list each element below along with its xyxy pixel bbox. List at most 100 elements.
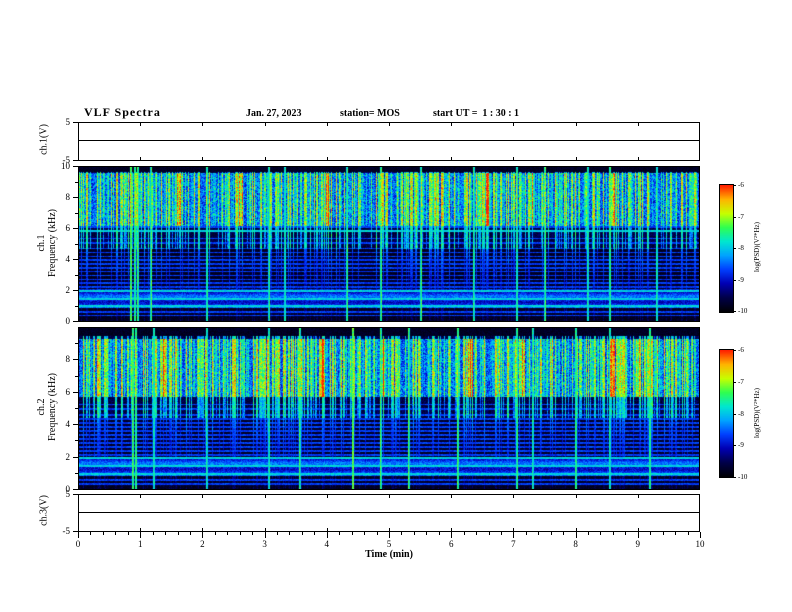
x-minor-tick-mark [239, 532, 241, 535]
colorbar-tick-mark [733, 445, 736, 447]
y-minor-tick-mark [75, 212, 78, 214]
x-inner-tick-mark [389, 495, 390, 498]
x-minor-tick-mark [301, 532, 303, 535]
x-tick-mark [513, 532, 515, 538]
x-inner-tick-mark [264, 495, 266, 498]
x-minor-tick-mark [426, 532, 428, 535]
y-tick-mark [73, 122, 78, 123]
x-tick-label: 5 [386, 539, 392, 549]
x-inner-tick-mark [389, 157, 390, 160]
y-tick-mark [73, 259, 78, 260]
ylabel-ch1-line2: Frequency (kHz) [47, 208, 58, 278]
x-inner-tick-mark [451, 528, 453, 531]
y-tick-label: 10 [61, 161, 70, 171]
y-minor-tick-mark [75, 408, 78, 409]
x-minor-tick-mark [563, 532, 565, 535]
x-tick-label: 9 [635, 539, 641, 549]
x-minor-tick-mark [165, 532, 167, 535]
ch1-spectrogram-canvas [79, 167, 699, 321]
x-inner-tick-mark [264, 157, 266, 160]
x-inner-tick-mark [637, 528, 639, 531]
y-tick-mark [73, 424, 78, 426]
colorbar-tick-mark [733, 311, 736, 312]
x-inner-tick-mark [513, 123, 515, 126]
x-minor-tick-mark [314, 532, 316, 535]
x-minor-tick-mark [401, 532, 403, 535]
colorbar-tick-mark [733, 185, 736, 186]
x-minor-tick-mark [588, 532, 590, 535]
colorbar-tick-label: -10 [738, 307, 748, 315]
y-tick-mark [73, 456, 78, 458]
y-tick-label: 6 [65, 386, 71, 397]
y-tick-label: 4 [65, 254, 71, 264]
y-minor-tick-mark [75, 305, 78, 307]
x-inner-tick-mark [637, 157, 639, 160]
x-minor-tick-mark [476, 532, 478, 535]
header-date: Jan. 27, 2023 [246, 108, 302, 119]
x-minor-tick-mark [115, 532, 117, 535]
y-tick-label: 0 [65, 316, 71, 326]
x-minor-tick-mark [550, 532, 552, 535]
x-minor-tick-mark [687, 532, 689, 535]
colorbar-tick-label: -10 [738, 473, 748, 481]
x-tick-mark [202, 532, 204, 538]
x-minor-tick-mark [90, 532, 92, 535]
y-tick-label: 5 [65, 117, 71, 127]
y-minor-tick-mark [75, 343, 78, 345]
x-minor-tick-mark [413, 532, 415, 535]
y-minor-tick-mark [75, 243, 78, 245]
y-tick-label: 6 [65, 223, 71, 233]
x-minor-tick-mark [351, 532, 353, 535]
x-tick-label: 4 [324, 539, 330, 549]
colorbar-tick-mark [733, 477, 736, 478]
y-tick-mark [73, 489, 78, 490]
colorbar-tick-label: -9 [738, 275, 744, 284]
x-minor-tick-mark [500, 532, 502, 535]
y-tick-mark [73, 359, 78, 361]
x-minor-tick-mark [102, 532, 104, 535]
ylabel-ch1-voltage-text: ch.1(V) [38, 124, 50, 155]
page-title: VLF Spectra [84, 105, 161, 119]
x-inner-tick-mark [575, 157, 577, 160]
x-inner-tick-mark [264, 123, 266, 126]
colorbar-tick-mark [733, 350, 736, 351]
x-inner-tick-mark [140, 528, 142, 531]
x-minor-tick-mark [277, 532, 279, 535]
colorbar-ch2-canvas [720, 350, 733, 477]
x-tick-mark [78, 532, 79, 538]
x-inner-tick-mark [575, 528, 577, 531]
panel-ch1-spectrogram [78, 166, 700, 322]
y-tick-label: 4 [65, 419, 71, 430]
x-inner-tick-mark [202, 157, 204, 160]
x-inner-tick-mark [575, 495, 577, 498]
x-inner-tick-mark [451, 123, 453, 126]
x-minor-tick-mark [127, 532, 129, 535]
x-inner-tick-mark [326, 123, 328, 126]
x-minor-tick-mark [152, 532, 154, 535]
colorbar-tick-label: -6 [738, 346, 744, 354]
x-minor-tick-mark [252, 532, 254, 535]
x-minor-tick-mark [376, 532, 378, 535]
xaxis-title: Time (min) [365, 549, 413, 560]
panel-ch1-voltage [78, 122, 700, 161]
y-tick-mark [73, 321, 78, 322]
y-tick-label: 5 [65, 489, 71, 499]
x-tick-mark [575, 532, 577, 538]
x-inner-tick-mark [202, 123, 204, 126]
x-minor-tick-mark [625, 532, 627, 535]
y-tick-mark [73, 166, 78, 167]
x-tick-mark [326, 532, 328, 538]
x-inner-tick-mark [326, 495, 328, 498]
x-minor-tick-mark [538, 532, 540, 535]
x-inner-tick-mark [326, 528, 328, 531]
x-tick-mark [140, 532, 142, 538]
y-tick-label: -5 [62, 526, 71, 536]
colorbar-ch1-canvas [720, 185, 733, 312]
ch3-voltage-trace [79, 512, 699, 513]
x-inner-tick-mark [140, 157, 142, 160]
ch1-voltage-trace [79, 140, 699, 141]
x-tick-label: 6 [448, 539, 454, 549]
y-tick-label: 8 [65, 192, 71, 202]
colorbar-tick-label: -6 [738, 181, 744, 189]
x-minor-tick-mark [463, 532, 465, 535]
